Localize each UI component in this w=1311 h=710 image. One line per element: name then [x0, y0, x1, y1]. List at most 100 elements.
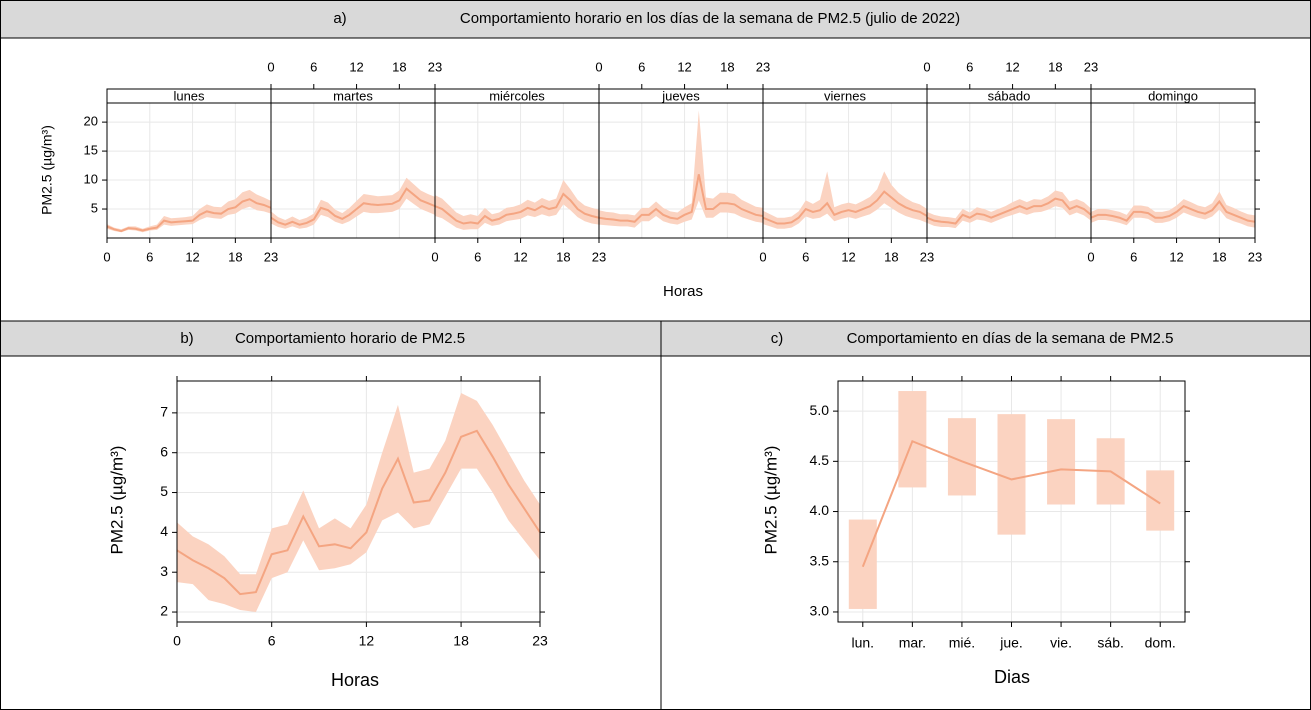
- x-tick-label: 0: [1087, 249, 1094, 264]
- y-tick-label: 4.0: [810, 502, 830, 518]
- y-axis-label: PM2.5 (µg/m³): [107, 446, 126, 555]
- x-tick-label: 0: [267, 59, 274, 74]
- x-tick-label: 6: [1130, 249, 1137, 264]
- plot-frame: [106, 88, 1256, 239]
- y-tick-label: 5: [91, 200, 98, 215]
- range-band: [177, 392, 540, 613]
- range-band: [435, 180, 599, 230]
- x-tick-label: 6: [966, 59, 973, 74]
- x-tick-label: 0: [759, 249, 766, 264]
- panel-title: Comportamiento en días de la semana de P…: [847, 330, 1174, 347]
- panel-label: a): [333, 10, 346, 27]
- range-bar: [997, 414, 1026, 535]
- x-tick-label: 18: [884, 249, 898, 264]
- y-tick-label: 4.5: [810, 452, 830, 468]
- x-tick-label: 18: [228, 249, 242, 264]
- x-tick-label: 23: [532, 633, 548, 649]
- mean-line: [176, 429, 541, 596]
- x-tick-label: 23: [1084, 59, 1098, 74]
- y-tick-label: 10: [84, 171, 98, 186]
- x-tick-label: 18: [1048, 59, 1062, 74]
- x-tick-label: 18: [453, 633, 469, 649]
- facet-label: jueves: [661, 88, 700, 103]
- x-tick-label: 0: [595, 59, 602, 74]
- x-axis-label: Dias: [994, 667, 1030, 687]
- x-tick-label: 18: [392, 59, 406, 74]
- x-tick-label: 18: [1212, 249, 1226, 264]
- x-tick-label: 0: [173, 633, 181, 649]
- x-tick-label: dom.: [1145, 635, 1176, 651]
- x-tick-label: jue.: [999, 635, 1023, 651]
- range-band: [271, 177, 435, 229]
- x-tick-label: 0: [923, 59, 930, 74]
- y-tick-label: 5: [160, 483, 168, 499]
- facet-label: lunes: [173, 88, 205, 103]
- header-bc-bg: [0, 321, 1311, 356]
- x-tick-label: 6: [474, 249, 481, 264]
- y-tick-label: 5.0: [810, 402, 830, 418]
- range-band: [1091, 191, 1255, 228]
- x-tick-label: 12: [359, 633, 375, 649]
- x-tick-label: 6: [638, 59, 645, 74]
- y-tick-label: 2: [160, 603, 168, 619]
- y-tick-label: 3.5: [810, 552, 830, 568]
- x-tick-label: 12: [841, 249, 855, 264]
- mean-line: [926, 197, 1092, 225]
- y-axis-label: PM2.5 (µg/m³): [761, 446, 780, 555]
- header-a-bg: [0, 0, 1311, 38]
- panel-label: c): [771, 330, 784, 347]
- facet-label: sábado: [988, 88, 1031, 103]
- x-tick-label: 6: [802, 249, 809, 264]
- x-tick-label: 23: [920, 249, 934, 264]
- x-axis-label: Horas: [663, 283, 703, 300]
- range-bar: [898, 391, 927, 488]
- x-tick-label: vie.: [1050, 635, 1072, 651]
- x-tick-label: mié.: [949, 635, 975, 651]
- range-band: [599, 110, 763, 228]
- x-tick-label: 6: [268, 633, 276, 649]
- x-tick-label: mar.: [899, 635, 926, 651]
- range-bar: [1146, 470, 1175, 531]
- range-bar: [1047, 419, 1076, 505]
- y-tick-label: 4: [160, 523, 168, 539]
- mean-line: [434, 192, 600, 225]
- y-axis-label: PM2.5 (µg/m³): [39, 125, 55, 215]
- x-tick-label: 0: [103, 249, 110, 264]
- mean-line: [1090, 199, 1256, 223]
- y-tick-label: 3.0: [810, 603, 830, 619]
- facet-label: viernes: [824, 88, 866, 103]
- x-tick-label: 23: [428, 59, 442, 74]
- x-tick-label: 6: [146, 249, 153, 264]
- range-band: [927, 190, 1091, 229]
- y-tick-label: 15: [84, 143, 98, 158]
- y-tick-label: 6: [160, 443, 168, 459]
- x-tick-label: 12: [1169, 249, 1183, 264]
- plot-frame: [837, 380, 1186, 623]
- x-tick-label: 12: [677, 59, 691, 74]
- facet-label: domingo: [1148, 88, 1198, 103]
- x-tick-label: sáb.: [1097, 635, 1123, 651]
- x-tick-label: 23: [264, 249, 278, 264]
- mean-line: [270, 187, 436, 226]
- x-tick-label: 18: [720, 59, 734, 74]
- x-tick-label: 12: [349, 59, 363, 74]
- y-tick-label: 3: [160, 563, 168, 579]
- plot-frame: [176, 380, 541, 623]
- x-tick-label: 23: [1248, 249, 1262, 264]
- x-tick-label: 12: [185, 249, 199, 264]
- x-tick-label: 23: [592, 249, 606, 264]
- x-tick-label: 18: [556, 249, 570, 264]
- mean-line: [598, 174, 764, 223]
- mean-line: [861, 439, 1161, 568]
- x-tick-label: 12: [513, 249, 527, 264]
- mean-line: [762, 190, 928, 225]
- x-tick-label: lun.: [851, 635, 874, 651]
- facet-label: martes: [333, 88, 373, 103]
- range-band: [107, 189, 271, 233]
- x-axis-label: Horas: [331, 670, 379, 690]
- x-tick-label: 23: [756, 59, 770, 74]
- x-tick-label: 6: [310, 59, 317, 74]
- panel-title: Comportamiento horario de PM2.5: [235, 330, 465, 347]
- panel-title: Comportamiento horario en los días de la…: [460, 10, 960, 27]
